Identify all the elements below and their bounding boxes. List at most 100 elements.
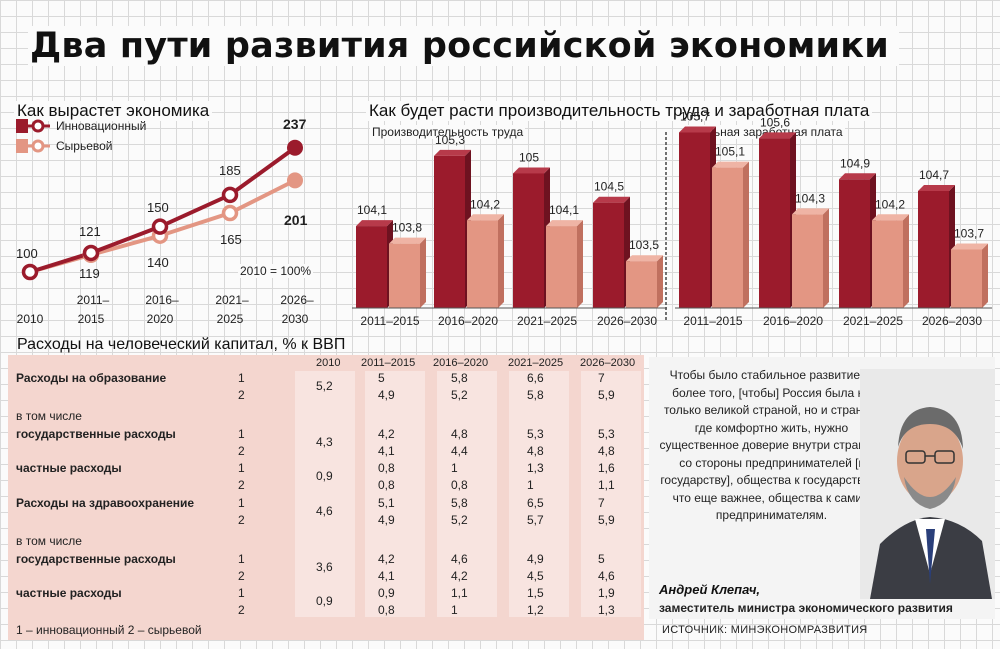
- x-tick-label: 2011–2015: [360, 314, 420, 328]
- data-label: 150: [147, 200, 169, 215]
- table-cell-value: 1,6: [598, 461, 615, 475]
- bar-value-label: 105,3: [435, 133, 465, 147]
- bar-side: [743, 161, 749, 308]
- bar-innovative: [434, 155, 465, 308]
- bar-value-label: 105,1: [715, 145, 745, 159]
- x-tick-label: 2016–2020: [438, 314, 498, 328]
- table-row-label: Расходы на здравоохранение: [16, 496, 195, 510]
- table-column-stripe: [581, 371, 641, 617]
- scenario-number: 1: [238, 586, 245, 600]
- table-title: Расходы на человеческий капитал, % к ВВП: [17, 336, 346, 353]
- scenario-number: 2: [238, 513, 245, 527]
- legend-marker: [31, 119, 45, 133]
- source-credit: ИСТОЧНИК: МИНЭКОНОМРАЗВИТИЯ: [662, 624, 868, 636]
- table-column-header: 2026–2030: [580, 357, 636, 369]
- scenario-number: 2: [238, 444, 245, 458]
- bar-side: [577, 220, 583, 308]
- bar-top: [389, 237, 426, 244]
- data-point: [287, 172, 303, 189]
- table-base-value: 0,9: [316, 594, 333, 608]
- table-cell-value: 4,6: [598, 569, 615, 583]
- table-cell-value: 5,2: [451, 513, 468, 527]
- table-cell-value: 0,8: [378, 603, 395, 617]
- table-cell-value: 5,3: [598, 427, 615, 441]
- data-label: 165: [220, 232, 242, 247]
- scenario-number: 1: [238, 371, 245, 385]
- table-cell-value: 1: [451, 461, 458, 475]
- table-cell-value: 5,2: [451, 388, 468, 402]
- table-cell-value: 5,9: [598, 513, 615, 527]
- legend-swatch: [16, 139, 28, 153]
- scenario-number: 2: [238, 569, 245, 583]
- bar-top: [467, 214, 504, 221]
- scenario-number: 2: [238, 478, 245, 492]
- table-cell-value: 4,4: [451, 444, 468, 458]
- table-cell-value: 1: [527, 478, 534, 492]
- x-tick-label: 2011–2015: [683, 314, 743, 328]
- bar-top: [759, 132, 796, 139]
- bar-value-label: 104,9: [840, 156, 870, 170]
- bar-value-label: 104,1: [357, 203, 387, 217]
- table-cell-value: 4,9: [378, 388, 395, 402]
- x-tick-label: 2030: [282, 312, 309, 326]
- bar-raw: [546, 226, 577, 308]
- table-cell-value: 7: [598, 371, 605, 385]
- x-tick-label: 2011–: [77, 293, 110, 307]
- data-label: 119: [79, 266, 100, 281]
- table-base-value: 4,6: [316, 504, 333, 518]
- table-cell-value: 1,5: [527, 586, 544, 600]
- bar-value-label: 105,7: [680, 110, 710, 124]
- table-cell-value: 4,2: [451, 569, 468, 583]
- growth-chart-heading: Как вырастет экономика: [14, 101, 213, 121]
- person-role: заместитель министра экономического разв…: [659, 601, 953, 615]
- table-cell-value: 5,8: [451, 371, 468, 385]
- data-label: 140: [147, 255, 169, 270]
- bar-innovative: [513, 173, 544, 308]
- data-point: [151, 218, 169, 235]
- table-row-prefix: в том числе: [16, 409, 82, 423]
- productivity-subtitle: Производительность труда: [370, 125, 526, 139]
- table-column-stripe: [295, 371, 355, 617]
- bar-innovative: [593, 202, 624, 308]
- data-point: [221, 204, 239, 222]
- bar-innovative: [839, 179, 870, 308]
- table-cell-value: 4,6: [451, 552, 468, 566]
- data-point: [221, 186, 239, 204]
- table-cell-value: 4,9: [527, 552, 544, 566]
- data-label: 237: [283, 116, 307, 132]
- scenario-number: 1: [238, 461, 245, 475]
- table-cell-value: 1: [451, 603, 458, 617]
- table-cell-value: 0,8: [378, 478, 395, 492]
- table-cell-value: 7: [598, 496, 605, 510]
- table-row-label: государственные расходы: [16, 427, 176, 441]
- person-name: Андрей Клепач,: [659, 582, 761, 597]
- x-tick-label: 2020: [147, 312, 174, 326]
- person-photo: [860, 369, 995, 599]
- table-cell-value: 5,3: [527, 427, 544, 441]
- wage-subtitle: Реальная заработная плата: [684, 125, 845, 139]
- legend-marker: [31, 139, 45, 153]
- scenario-number: 1: [238, 427, 245, 441]
- growth-line-chart: Инновационный Сырьевой 100 121 150 185 237 119 1…: [16, 116, 314, 326]
- table-cell-value: 5,9: [598, 388, 615, 402]
- table-cell-value: 1,1: [598, 478, 615, 492]
- x-tick-label: 2026–2030: [597, 314, 657, 328]
- scenario-number: 1: [238, 496, 245, 510]
- table-column-header: 2016–2020: [433, 357, 489, 369]
- table-cell-value: 1,1: [451, 586, 468, 600]
- table-cell-value: 4,9: [378, 513, 395, 527]
- table-cell-value: 1,3: [527, 461, 544, 475]
- table-cell-value: 6,5: [527, 496, 544, 510]
- bar-innovative: [679, 132, 710, 308]
- bar-raw: [792, 214, 823, 308]
- bar-raw: [872, 220, 903, 308]
- bar-raw: [712, 167, 743, 308]
- data-point: [82, 244, 100, 262]
- table-cell-value: 4,5: [527, 569, 544, 583]
- bar-charts: 104,1 103,8 2011–2015 105,3 104,2 2016–2020 10…: [352, 110, 992, 328]
- bar-top: [872, 214, 909, 221]
- quote-panel: Чтобы было стабильное развитие и, более …: [649, 357, 995, 619]
- bar-value-label: 105,6: [760, 115, 790, 129]
- bar-raw: [951, 249, 982, 308]
- bar-value-label: 103,8: [392, 221, 422, 235]
